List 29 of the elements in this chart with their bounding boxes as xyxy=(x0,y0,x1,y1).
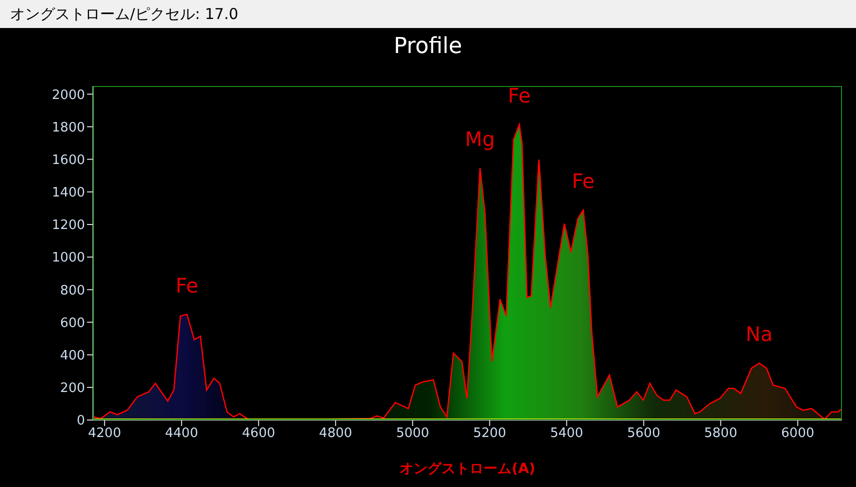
y-tick-label: 1600 xyxy=(52,152,85,168)
x-axis-title: オングストローム(A) xyxy=(400,461,536,477)
y-tick-label: 0 xyxy=(76,414,85,429)
x-tick-label: 5000 xyxy=(396,426,430,442)
annotation: Fe xyxy=(572,169,595,194)
y-tick-label: 800 xyxy=(60,283,85,298)
x-tick-label: 4600 xyxy=(242,426,276,442)
y-tick-label: 2000 xyxy=(52,88,85,103)
x-tick-label: 5600 xyxy=(627,426,660,442)
y-tick-label: 1000 xyxy=(52,250,85,266)
x-tick-label: 4200 xyxy=(88,426,122,442)
y-tick-label: 400 xyxy=(60,348,85,364)
y-tick-label: 1800 xyxy=(52,120,85,136)
x-tick-label: 5800 xyxy=(704,426,738,442)
annotation: Mg xyxy=(465,127,495,152)
chart-title: Profile xyxy=(392,34,464,59)
x-tick-label: 4400 xyxy=(165,426,198,442)
x-tick-label: 5200 xyxy=(473,426,506,442)
x-tick-label: 4800 xyxy=(319,426,352,442)
y-tick-label: 200 xyxy=(60,381,85,396)
y-tick-label: 1400 xyxy=(52,186,85,201)
x-tick-label: 6000 xyxy=(781,426,814,442)
y-tick-label: 1200 xyxy=(52,218,85,234)
annotation: Fe xyxy=(508,83,531,108)
text: オングストローム/ピクセル: 17.0 xyxy=(10,5,238,23)
x-tick-label: 5400 xyxy=(550,426,584,442)
annotation: Na xyxy=(746,322,773,346)
annotation: Fe xyxy=(176,273,198,298)
y-tick-label: 600 xyxy=(60,316,85,331)
